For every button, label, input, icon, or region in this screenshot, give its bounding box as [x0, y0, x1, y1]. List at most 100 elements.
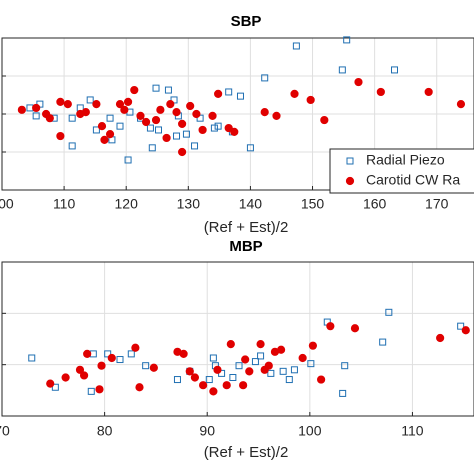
circle-marker	[226, 340, 235, 349]
circle-marker	[241, 355, 250, 364]
circle-marker	[92, 100, 101, 109]
circle-marker	[350, 324, 360, 333]
plot-area	[2, 262, 474, 416]
square-marker	[127, 350, 135, 358]
x-tick-label: 130	[177, 196, 201, 212]
circle-marker	[166, 100, 175, 109]
square-marker	[225, 88, 233, 96]
legend-box	[329, 148, 474, 194]
circle-marker	[162, 133, 171, 143]
circle-marker	[178, 119, 187, 128]
chart-title: SBP	[231, 13, 262, 30]
square-marker	[148, 144, 156, 152]
square-marker	[68, 114, 76, 122]
square-marker	[343, 36, 351, 44]
square-marker	[290, 366, 298, 374]
circle-marker	[308, 341, 318, 350]
x-tick-label: 100	[0, 196, 14, 212]
square-marker	[457, 322, 465, 330]
circle-marker	[436, 333, 445, 343]
square-marker	[68, 142, 76, 150]
square-marker	[261, 74, 269, 82]
square-marker	[236, 92, 244, 100]
x-tick-label: 160	[363, 196, 387, 212]
circle-marker	[230, 127, 239, 136]
circle-marker	[97, 361, 106, 370]
circle-marker	[376, 87, 385, 97]
circle-marker	[115, 100, 125, 109]
circle-marker	[298, 353, 307, 363]
circle-marker	[290, 89, 299, 98]
circle-marker	[461, 326, 470, 335]
square-marker	[173, 132, 181, 140]
circle-marker	[95, 385, 104, 394]
circle-marker	[213, 365, 222, 374]
square-marker	[229, 374, 237, 381]
square-marker	[251, 358, 259, 366]
circle-marker	[83, 349, 92, 358]
square-marker	[209, 354, 217, 362]
square-marker	[164, 86, 172, 94]
x-tick-label: 80	[97, 423, 113, 439]
square-marker	[391, 66, 399, 74]
x-tick-label: 150	[301, 196, 325, 212]
square-marker	[205, 376, 213, 384]
circle-marker	[354, 77, 363, 87]
circle-marker	[306, 95, 315, 105]
x-tick-label: 140	[239, 196, 263, 212]
circle-marker	[260, 108, 269, 117]
x-tick-label: 70	[0, 423, 10, 439]
circle-marker	[172, 108, 181, 117]
circle-marker	[56, 97, 65, 106]
circle-marker	[456, 100, 466, 109]
square-marker	[235, 362, 243, 370]
circle-marker	[130, 85, 139, 95]
circle-marker	[178, 147, 187, 157]
circle-marker	[97, 122, 107, 131]
square-marker	[86, 96, 94, 104]
circle-marker	[320, 115, 329, 125]
circle-marker	[424, 87, 433, 97]
circle-marker	[120, 105, 129, 114]
circle-marker	[123, 97, 133, 106]
circle-marker	[156, 105, 165, 114]
circle-marker	[45, 114, 54, 123]
circle-marker	[222, 381, 231, 390]
square-marker	[279, 367, 287, 375]
chart-title: MBP	[229, 238, 262, 255]
circle-marker	[256, 340, 265, 349]
square-marker	[285, 376, 293, 384]
x-tick-label: 110	[53, 196, 76, 212]
square-marker	[104, 350, 112, 358]
circle-marker	[46, 379, 55, 388]
x-tick-label: 90	[199, 423, 215, 439]
circle-marker	[345, 176, 355, 186]
circle-marker	[141, 117, 151, 127]
square-marker	[182, 130, 190, 138]
square-marker	[214, 122, 222, 130]
square-marker	[92, 126, 100, 134]
circle-marker	[209, 387, 218, 396]
circle-marker	[199, 381, 208, 390]
legend-label: Carotid CW Ra	[366, 172, 460, 188]
markers	[17, 36, 466, 164]
circle-marker	[208, 111, 217, 121]
square-marker	[87, 387, 95, 395]
circle-marker	[214, 89, 223, 98]
square-marker	[32, 112, 40, 120]
circle-marker	[190, 373, 200, 382]
square-marker	[106, 114, 114, 122]
legend-label: Radial Piezo	[366, 152, 445, 168]
circle-marker	[179, 349, 188, 358]
circle-marker	[75, 365, 85, 374]
circle-marker	[239, 381, 248, 390]
square-marker	[152, 84, 160, 92]
axes-frame	[1, 261, 474, 417]
circle-marker	[272, 111, 281, 121]
markers	[28, 308, 470, 397]
square-marker	[385, 308, 393, 316]
circle-marker	[149, 363, 158, 372]
circle-marker	[135, 383, 144, 392]
circle-marker	[136, 111, 145, 121]
x-axis-label: (Ref + Est)/2	[204, 444, 289, 461]
